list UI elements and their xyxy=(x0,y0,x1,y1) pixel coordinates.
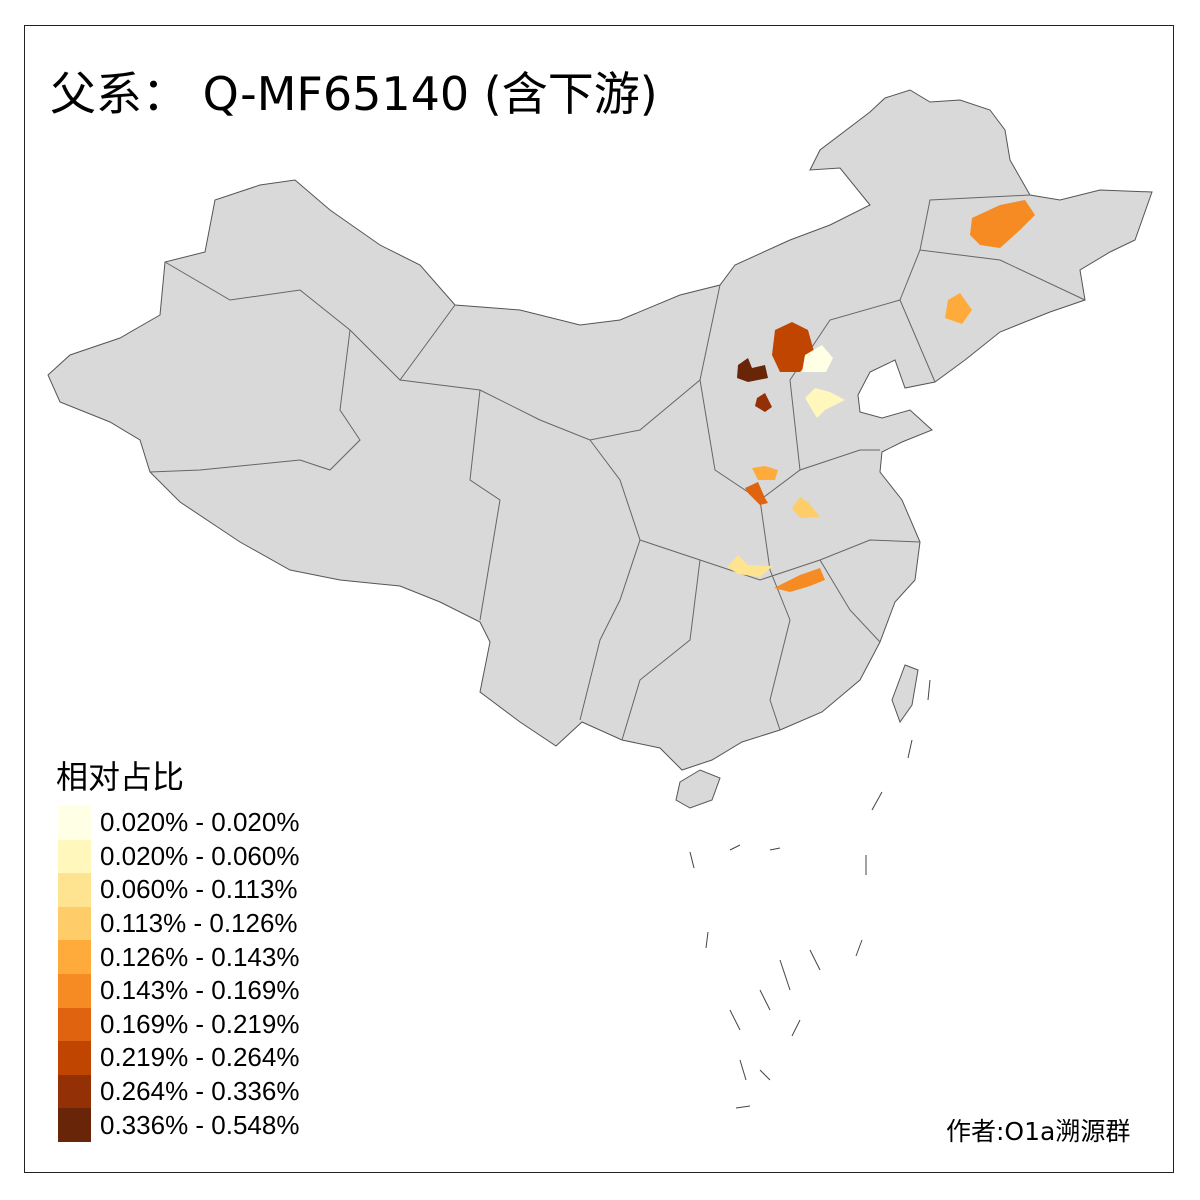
region-henan xyxy=(792,497,820,518)
china-mainland xyxy=(47,89,1153,771)
legend-title: 相对占比 xyxy=(56,758,185,796)
legend-item: 0.169% - 0.219% xyxy=(58,1007,300,1042)
region-langfang xyxy=(805,388,845,418)
legend-label: 0.020% - 0.060% xyxy=(100,840,300,871)
region-hohhot xyxy=(737,358,768,382)
region-beijing xyxy=(802,345,833,372)
region-shanxi-a xyxy=(752,466,778,480)
legend-swatch xyxy=(58,1108,91,1142)
region-datong xyxy=(755,393,772,412)
legend-swatch xyxy=(58,1007,91,1042)
province-borders xyxy=(149,194,1086,741)
legend-item: 0.020% - 0.060% xyxy=(58,839,300,874)
map-title: 父系： Q-MF65140 (含下游) xyxy=(50,67,658,121)
legend-swatch xyxy=(58,1074,91,1109)
legend-swatch xyxy=(58,839,91,874)
legend-item: 0.264% - 0.336% xyxy=(58,1074,300,1109)
region-hubei-b xyxy=(774,568,825,592)
legend-label: 0.020% - 0.020% xyxy=(100,807,300,838)
legend-label: 0.143% - 0.169% xyxy=(100,975,300,1006)
author-credit: 作者:O1a溯源群 xyxy=(946,1117,1131,1146)
legend-item: 0.336% - 0.548% xyxy=(58,1108,299,1142)
map-frame xyxy=(24,25,1174,1173)
legend-item: 0.060% - 0.113% xyxy=(58,873,299,907)
hainan-island xyxy=(675,769,721,809)
legend-label: 0.336% - 0.548% xyxy=(100,1109,300,1140)
legend-label: 0.060% - 0.113% xyxy=(100,874,298,905)
legend-label: 0.219% - 0.264% xyxy=(100,1042,300,1073)
legend-item: 0.126% - 0.143% xyxy=(58,940,299,974)
region-jilin xyxy=(945,293,972,324)
legend-swatch xyxy=(58,973,91,1008)
legend-label: 0.169% - 0.219% xyxy=(100,1008,300,1039)
legend: 0.020% - 0.020% 0.020% - 0.060% 0.060% - 0… xyxy=(58,806,299,1142)
legend-swatch xyxy=(58,873,91,907)
legend-item: 0.143% - 0.169% xyxy=(58,973,300,1008)
legend-item: 0.219% - 0.264% xyxy=(58,1041,299,1075)
legend-swatch xyxy=(58,1041,91,1075)
legend-label: 0.113% - 0.126% xyxy=(100,908,298,939)
south-china-sea-islands xyxy=(689,679,931,1109)
legend-item: 0.020% - 0.020% xyxy=(58,806,299,840)
region-heilongjiang xyxy=(970,200,1035,248)
taiwan-island xyxy=(891,664,919,724)
legend-swatch xyxy=(58,906,91,941)
legend-swatch xyxy=(58,940,91,974)
legend-label: 0.264% - 0.336% xyxy=(100,1076,300,1107)
legend-item: 0.113% - 0.126% xyxy=(58,906,299,941)
region-shanxi-b xyxy=(745,482,768,505)
region-hubei-a xyxy=(727,555,773,577)
legend-swatch xyxy=(58,806,91,840)
legend-label: 0.126% - 0.143% xyxy=(100,941,300,972)
highlighted-regions xyxy=(727,200,1035,592)
